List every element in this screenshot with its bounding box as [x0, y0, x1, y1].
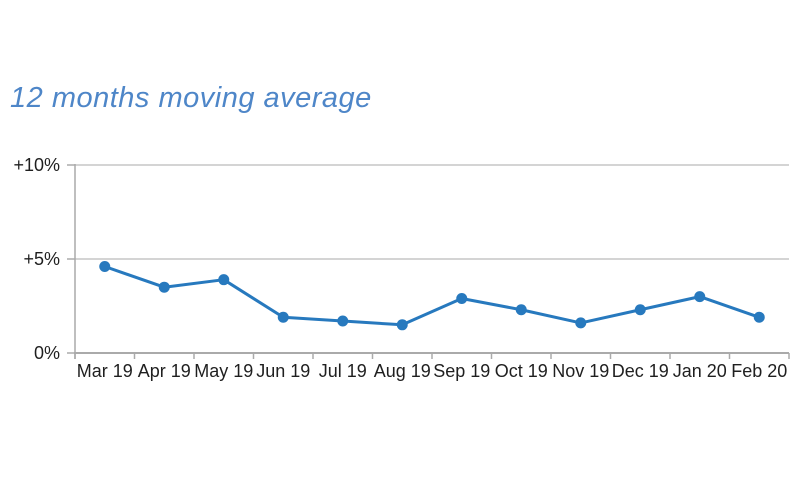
data-point-marker: [277, 311, 289, 323]
x-tick-label: Mar 19: [77, 361, 133, 381]
data-point-marker: [158, 281, 170, 293]
series-line: [103, 265, 761, 327]
data-point-marker: [694, 291, 706, 303]
data-point-marker: [337, 315, 349, 327]
x-tick-label: Apr 19: [138, 361, 191, 381]
x-tick-label: Jul 19: [319, 361, 367, 381]
x-tick-label: Jun 19: [256, 361, 310, 381]
y-tick-label: +5%: [23, 249, 60, 269]
x-tick-label: Nov 19: [552, 361, 609, 381]
data-point-marker: [575, 317, 587, 329]
data-point-marker: [753, 311, 765, 323]
x-tick-label: May 19: [194, 361, 253, 381]
data-point-marker: [99, 261, 111, 273]
x-tick-label: Jan 20: [673, 361, 727, 381]
x-tick-label: Sep 19: [433, 361, 490, 381]
x-tick-label: Dec 19: [612, 361, 669, 381]
data-point-marker: [396, 319, 408, 331]
x-tick-label: Aug 19: [374, 361, 431, 381]
chart-title: 12 months moving average: [10, 82, 372, 114]
data-point-marker: [634, 304, 646, 316]
data-point-marker: [456, 292, 468, 304]
y-tick-label: +10%: [13, 155, 60, 175]
x-tick-label: Oct 19: [495, 361, 548, 381]
data-point-marker: [218, 274, 230, 286]
x-tick-label: Feb 20: [731, 361, 787, 381]
y-tick-label: 0%: [34, 343, 60, 363]
data-point-marker: [515, 304, 527, 316]
